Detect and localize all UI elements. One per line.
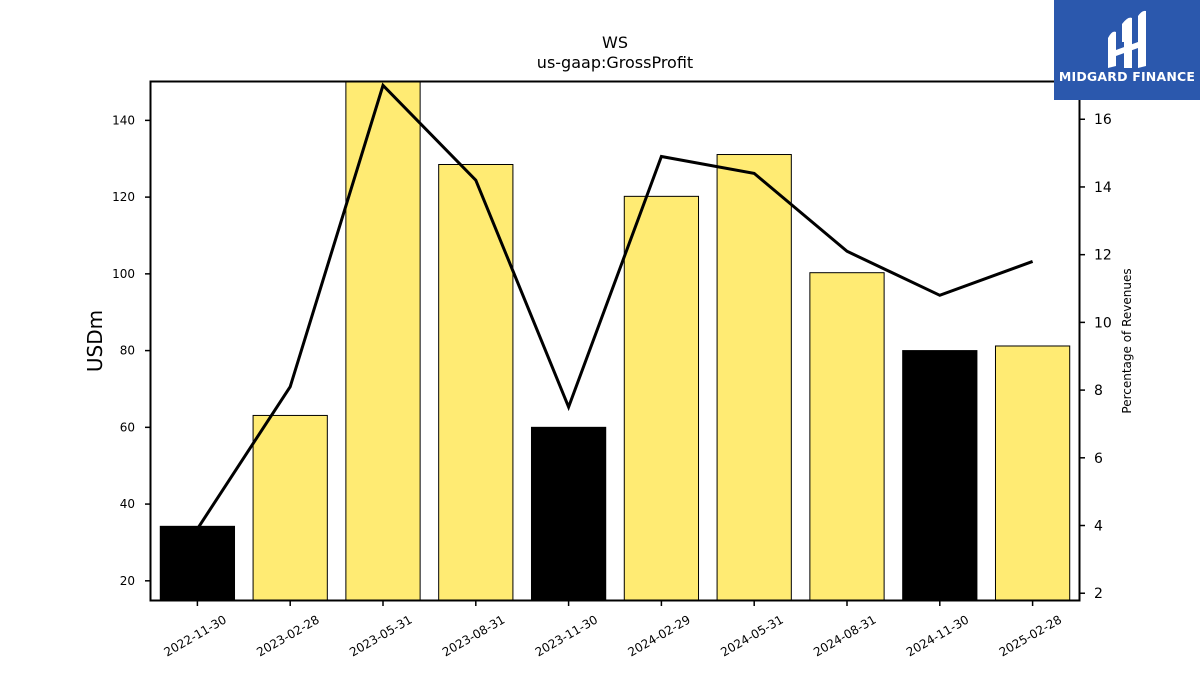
y2-tick-label: 16 <box>1094 112 1112 128</box>
bar <box>716 154 792 601</box>
bar <box>159 525 236 601</box>
x-tick-label: 2024-08-31 <box>811 612 878 659</box>
bar <box>994 345 1071 601</box>
x-tick-label: 2024-11-30 <box>904 612 971 659</box>
bars-group <box>159 81 1071 601</box>
y-tick-label: 20 <box>120 574 135 588</box>
y2-tick-label: 10 <box>1094 315 1112 331</box>
y-tick-label: 40 <box>120 497 135 511</box>
y-axis-label: USDm <box>83 310 107 372</box>
y-tick-label: 80 <box>120 344 135 358</box>
bar <box>809 272 885 601</box>
y2-tick-label: 4 <box>1094 519 1103 535</box>
y-tick-label: 60 <box>120 420 135 434</box>
bar <box>438 163 514 601</box>
y2-tick-label: 6 <box>1094 451 1103 467</box>
bar <box>530 426 607 601</box>
bar <box>252 414 328 601</box>
x-tick-label: 2024-05-31 <box>718 612 785 659</box>
y2-tick-label: 8 <box>1094 383 1103 399</box>
x-tick-label: 2023-08-31 <box>440 612 507 659</box>
chart-title: WS <box>602 33 628 52</box>
bar <box>345 81 421 601</box>
y2-tick-label: 12 <box>1094 248 1112 264</box>
x-tick-label: 2023-05-31 <box>347 612 414 659</box>
x-tick-label: 2023-11-30 <box>533 612 600 659</box>
y-tick-label: 120 <box>112 190 135 204</box>
x-tick-label: 2022-11-30 <box>161 612 228 659</box>
plot-frame <box>149 80 1081 602</box>
x-tick-label: 2023-02-28 <box>254 612 321 659</box>
x-tick-label: 2025-02-28 <box>997 612 1064 659</box>
y-tick-label: 140 <box>112 113 135 127</box>
brand-name: MIDGARD FINANCE <box>1058 69 1196 84</box>
y2-axis-label: Percentage of Revenues <box>1120 268 1134 413</box>
y2-tick-label: 2 <box>1094 586 1103 602</box>
y-tick-label: 100 <box>112 267 135 281</box>
bar <box>902 350 978 601</box>
bar <box>623 195 700 601</box>
x-axis: 2022-11-30 2023-02-28 2023-05-31 2023-08-31… <box>161 600 1064 659</box>
brand-logo: MIDGARD FINANCE <box>1054 0 1200 100</box>
x-tick-label: 2024-02-29 <box>625 612 692 659</box>
right-axis: 2 4 6 8 10 12 14 16 <box>1079 112 1112 602</box>
chart-subtitle: us-gaap:GrossProfit <box>537 53 693 72</box>
left-axis: 20 40 60 80 100 120 140 <box>112 113 151 588</box>
midgard-logo-icon <box>1108 10 1146 68</box>
percentage-line <box>196 82 1034 530</box>
y2-tick-label: 14 <box>1094 180 1112 196</box>
